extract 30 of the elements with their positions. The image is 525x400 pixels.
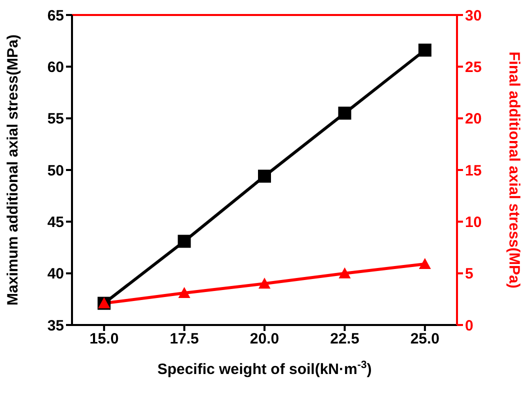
y2-tick-label: 5	[465, 266, 474, 283]
point	[338, 106, 352, 120]
y-tick-label: 65	[47, 7, 64, 24]
x-axis-title: Specific weight of soil(kN·m$^{-3}$)	[157, 359, 372, 378]
x-tick-label: 25.0	[410, 330, 440, 348]
y2-tick-label: 10	[465, 214, 482, 231]
point	[258, 170, 271, 183]
point	[178, 234, 191, 248]
y-tick-label: 50	[47, 162, 64, 180]
point	[418, 258, 431, 270]
x-tick-label: 17.5	[170, 330, 199, 348]
y2-axis-title: Final additional axial stress(MPa)	[506, 52, 523, 288]
y2-tick-label: 0	[465, 317, 474, 334]
y-tick-label: 45	[47, 214, 64, 231]
y2-tick-label: 20	[465, 110, 482, 128]
y-tick-label: 40	[47, 266, 64, 283]
point	[178, 286, 190, 298]
y2-tick-label: 15	[465, 162, 482, 180]
x-tick-label: 15.0	[89, 330, 119, 348]
point	[258, 278, 270, 289]
y-tick-label: 60	[47, 58, 64, 76]
point	[418, 44, 432, 57]
x-tick-label: 20.0	[250, 330, 280, 348]
point	[338, 267, 351, 278]
y-tick-label: 55	[47, 110, 64, 128]
y2-tick-label: 25	[465, 58, 482, 76]
y-axis-title: Maximum additional axial stress(MPa)	[4, 34, 22, 306]
y2-tick-label: 30	[465, 7, 482, 24]
x-tick-label: 22.5	[330, 330, 360, 348]
y-tick-label: 35	[47, 317, 64, 334]
